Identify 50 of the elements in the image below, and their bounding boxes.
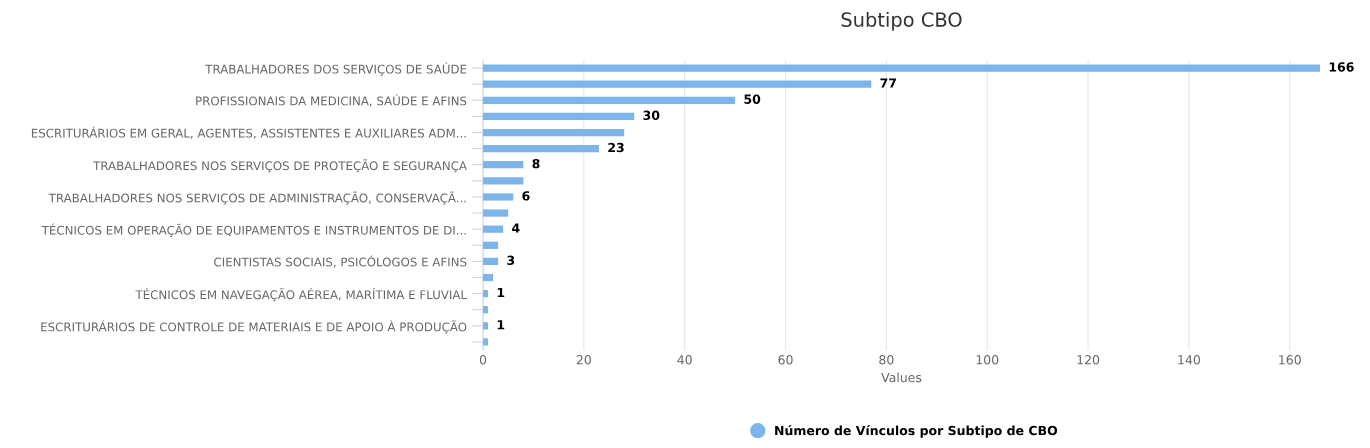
bar: [483, 257, 499, 266]
x-tick-label: 100: [976, 355, 999, 365]
bar: [483, 289, 489, 298]
bar: [483, 322, 489, 330]
x-tick-label: 40: [677, 355, 692, 365]
bar: [483, 128, 625, 137]
y-tick-label: ESCRITURÁRIOS EM GERAL, AGENTES, ASSISTENTES E AUXILIARES ADM...: [31, 126, 466, 139]
legend-label: Número de Vínculos por Subtipo de CBO: [775, 425, 1058, 438]
bar: [483, 225, 504, 233]
bar: [483, 161, 524, 169]
x-tick-label: 160: [1279, 355, 1301, 365]
x-axis-title: Values: [881, 372, 922, 383]
x-tick-label: 0: [479, 355, 487, 365]
data-label: 1: [497, 287, 505, 298]
data-label: 166: [1329, 62, 1354, 72]
bar: [483, 144, 599, 153]
y-tick-label: CIENTISTAS SOCIAIS, PSICÓLOGOS E AFINS: [214, 255, 467, 268]
y-tick-label: ESCRITURÁRIOS DE CONTROLE DE MATERIAIS E DE APOIO À PRODUÇÃO: [41, 320, 467, 334]
data-label: 8: [532, 158, 540, 169]
bar: [483, 241, 499, 249]
bar: [483, 209, 509, 217]
y-tick-label: TRABALHADORES NOS SERVIÇOS DE PROTEÇÃO E SEGURANÇA: [93, 159, 467, 173]
x-tick-label: 120: [1077, 355, 1100, 365]
bar: [483, 112, 635, 121]
data-label: 1: [497, 320, 505, 330]
x-tick-label: 140: [1178, 355, 1200, 365]
chart-title: Subtipo CBO: [841, 11, 962, 31]
bar: [483, 96, 736, 104]
data-label: 3: [507, 255, 515, 266]
bar: [483, 306, 489, 314]
data-label: 4: [512, 223, 520, 233]
bar: [483, 193, 514, 201]
bar: [483, 64, 1320, 72]
bar: [483, 177, 524, 185]
data-label: 30: [643, 110, 660, 121]
bar: [483, 338, 489, 346]
data-label: 23: [608, 142, 624, 153]
y-tick-label: TÉCNICOS EM OPERAÇÃO DE EQUIPAMENTOS E INSTRUMENTOS DE DI...: [41, 223, 466, 237]
data-label: 50: [744, 94, 761, 104]
data-label: 77: [880, 78, 896, 88]
bar: [483, 80, 872, 88]
x-tick-label: 60: [778, 355, 793, 365]
y-tick-label: PROFISSIONAIS DA MEDICINA, SAÚDE E AFINS: [196, 94, 467, 107]
x-tick-label: 80: [879, 355, 894, 365]
data-label: 6: [522, 191, 530, 201]
y-tick-label: TÉCNICOS EM NAVEGAÇÃO AÉREA, MARÍTIMA E FLUVIAL: [135, 288, 467, 302]
x-tick-label: 20: [576, 355, 591, 365]
bar: [483, 273, 494, 282]
y-tick-label: TRABALHADORES NOS SERVIÇOS DE ADMINISTRAÇÃO, CONSERVAÇÃ...: [48, 191, 466, 205]
y-tick-label: TRABALHADORES DOS SERVIÇOS DE SAÚDE: [205, 62, 467, 76]
